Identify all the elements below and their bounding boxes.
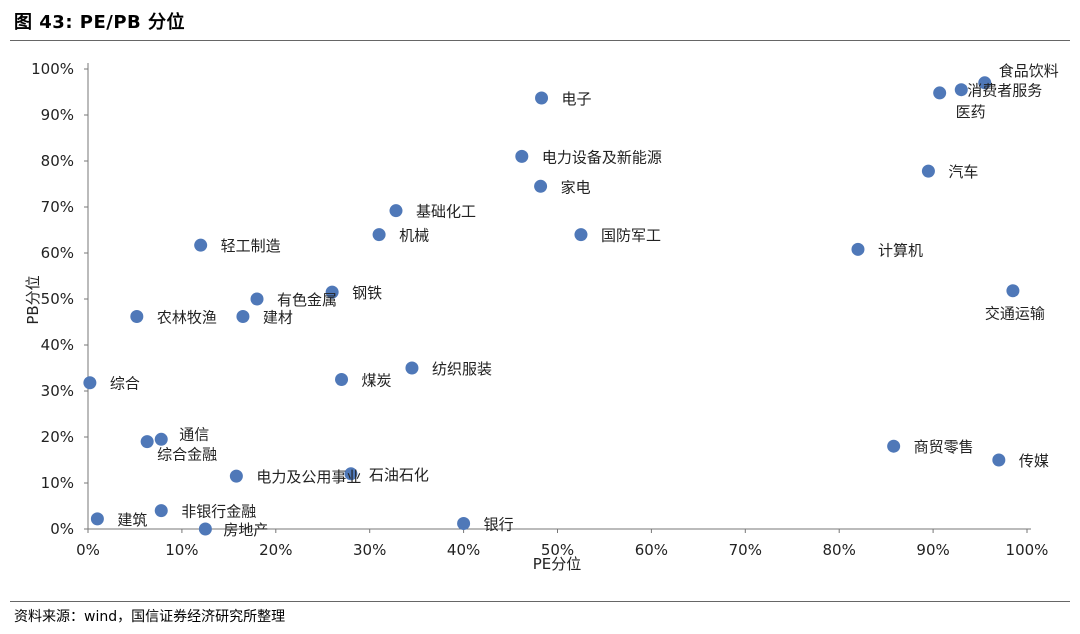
top-rule — [10, 40, 1070, 41]
scatter-point — [198, 522, 212, 536]
y-tick-label: 50% — [41, 290, 74, 308]
scatter-point — [405, 361, 419, 375]
point-label: 石油石化 — [369, 466, 429, 484]
point-label: 汽车 — [948, 163, 978, 181]
x-tick-label: 10% — [165, 541, 198, 559]
y-tick-label: 30% — [41, 382, 74, 400]
chart-ticks: 0% 10% 20% 30% 40% 50% 60% 70% 80% 90% 100% 0% 10% 20… — [31, 60, 1048, 559]
point-label: 通信 — [179, 425, 209, 443]
point-label: 商贸零售 — [914, 438, 974, 456]
point-label: 煤炭 — [362, 372, 392, 390]
scatter-point — [140, 435, 154, 449]
point-label: 建材 — [263, 308, 293, 326]
point-label: 非银行金融 — [181, 503, 256, 521]
scatter-point — [130, 309, 144, 323]
x-tick-label: 20% — [259, 541, 292, 559]
scatter-point — [457, 516, 471, 530]
point-label: 国防军工 — [601, 227, 661, 245]
point-label: 农林牧渔 — [157, 308, 217, 326]
point-label: 银行 — [484, 515, 514, 533]
y-tick-label: 10% — [41, 474, 74, 492]
source-note: 资料来源：wind，国信证券经济研究所整理 — [14, 609, 286, 625]
x-tick-label: 50% — [541, 541, 574, 559]
scatter-point — [933, 86, 947, 100]
point-label: 电子 — [562, 90, 592, 108]
bottom-rule — [10, 601, 1070, 602]
point-label: 传媒 — [1019, 452, 1049, 470]
point-label: 钢铁 — [352, 284, 382, 302]
scatter-point — [236, 309, 250, 323]
scatter-point — [194, 238, 208, 252]
scatter-point — [992, 453, 1006, 467]
chart-points — [83, 76, 1020, 536]
figure-title: 图 43: PE/PB 分位 — [14, 12, 186, 33]
scatter-point — [535, 91, 549, 105]
point-label: 食品饮料 — [999, 62, 1059, 80]
point-label: 电力设备及新能源 — [542, 148, 662, 166]
point-label: 建筑 — [117, 511, 147, 529]
y-tick-label: 80% — [41, 152, 74, 170]
scatter-point — [978, 76, 992, 90]
y-axis-title: PB分位 — [24, 275, 42, 324]
y-tick-label: 70% — [41, 198, 74, 216]
y-tick-label: 40% — [41, 336, 74, 354]
scatter-chart: 0% 10% 20% 30% 40% 50% 60% 70% 80% 90% 100% 0% 10% 20… — [24, 60, 1059, 573]
x-tick-label: 40% — [447, 541, 480, 559]
point-label: 基础化工 — [416, 203, 476, 221]
scatter-point — [954, 83, 968, 97]
point-label: 计算机 — [878, 241, 923, 259]
y-tick-label: 60% — [41, 244, 74, 262]
scatter-point — [325, 285, 339, 299]
scatter-point — [887, 439, 901, 453]
scatter-point — [372, 228, 386, 242]
x-axis-title: PE分位 — [533, 555, 582, 573]
point-label: 房地产 — [223, 521, 268, 539]
scatter-point — [534, 179, 548, 193]
point-label: 纺织服装 — [432, 360, 492, 378]
point-label: 电力及公用事业 — [256, 468, 361, 486]
point-label: 轻工制造 — [221, 237, 281, 255]
point-label: 机械 — [399, 227, 429, 245]
x-tick-label: 0% — [76, 541, 100, 559]
x-tick-label: 30% — [353, 541, 386, 559]
scatter-point — [154, 432, 168, 446]
x-tick-label: 60% — [635, 541, 668, 559]
scatter-point — [154, 504, 168, 518]
scatter-point — [90, 512, 104, 526]
x-tick-label: 70% — [729, 541, 762, 559]
scatter-point — [574, 228, 588, 242]
scatter-point — [83, 376, 97, 390]
point-label: 医药 — [956, 103, 986, 121]
scatter-point — [1006, 284, 1020, 298]
point-label: 消费者服务 — [967, 82, 1042, 100]
point-label: 综合 — [110, 375, 140, 393]
x-tick-label: 80% — [823, 541, 856, 559]
point-label: 交通运输 — [985, 305, 1045, 323]
scatter-point — [335, 373, 349, 386]
point-label: 有色金属 — [277, 291, 337, 309]
scatter-point — [921, 164, 935, 178]
scatter-point — [250, 292, 264, 306]
scatter-point — [851, 242, 865, 256]
x-tick-label: 100% — [1006, 541, 1049, 559]
point-label: 家电 — [561, 178, 591, 196]
scatter-point — [515, 149, 529, 163]
y-tick-label: 20% — [41, 428, 74, 446]
x-tick-label: 90% — [916, 541, 949, 559]
chart-axes — [87, 63, 1031, 530]
y-tick-label: 0% — [50, 520, 74, 538]
scatter-point — [229, 469, 243, 483]
y-tick-label: 100% — [31, 60, 74, 78]
scatter-point — [344, 467, 358, 481]
scatter-point — [389, 204, 403, 218]
y-tick-label: 90% — [41, 106, 74, 124]
point-label: 综合金融 — [157, 446, 217, 464]
